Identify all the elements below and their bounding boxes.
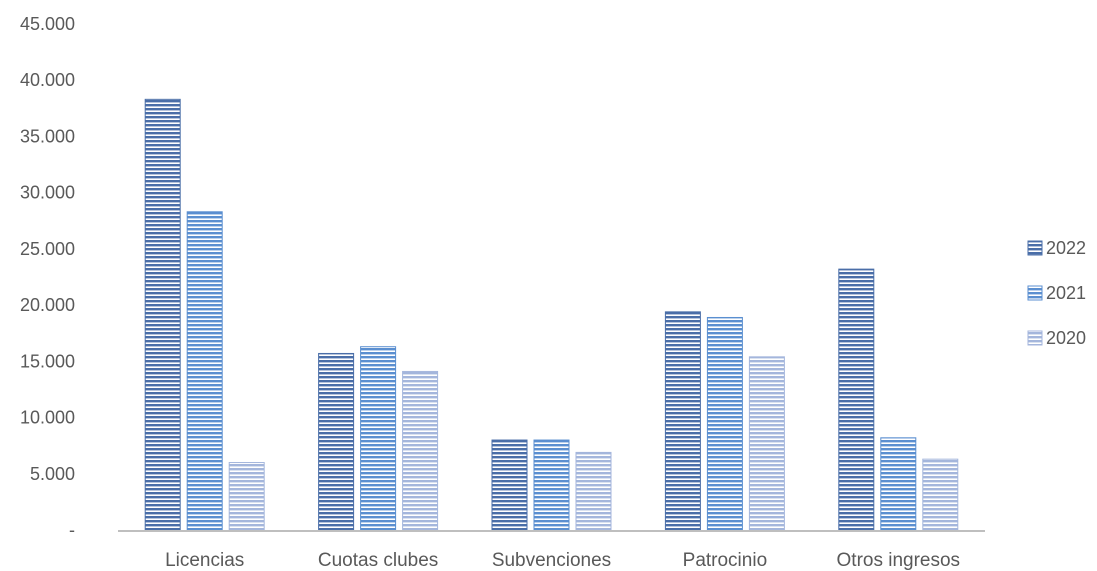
legend-label: 2021 (1046, 283, 1086, 303)
y-tick-label: 45.000 (20, 14, 75, 34)
bars (144, 98, 959, 531)
bar-2022-4 (838, 268, 875, 531)
y-tick-label: 20.000 (20, 295, 75, 315)
bar-2020-4 (922, 458, 959, 531)
bar-2020-2 (575, 451, 612, 531)
y-tick-label: 40.000 (20, 70, 75, 90)
y-tick-label: 30.000 (20, 183, 75, 203)
bar-2021-1 (360, 346, 397, 531)
y-tick-label: 5.000 (30, 464, 75, 484)
y-axis: - 5.000 10.000 15.000 20.000 25.000 30.000 35.0… (20, 14, 75, 540)
x-category-label: Patrocinio (683, 550, 768, 571)
bar-2020-1 (402, 370, 439, 531)
x-category-label: Subvenciones (492, 550, 611, 571)
y-tick-label: 35.000 (20, 126, 75, 146)
bar-2022-0 (144, 98, 181, 531)
y-tick-label: 15.000 (20, 351, 75, 371)
y-tick-label: - (69, 520, 75, 540)
y-tick-label: 25.000 (20, 239, 75, 259)
bar-2022-3 (664, 311, 701, 531)
bar-2022-1 (318, 352, 355, 531)
x-category-label: Licencias (165, 550, 244, 571)
bar-2021-4 (880, 437, 917, 531)
y-tick-label: 10.000 (20, 408, 75, 428)
legend-label: 2022 (1046, 238, 1086, 258)
bar-2020-3 (748, 356, 785, 531)
legend-swatch (1027, 330, 1043, 346)
legend-label: 2020 (1046, 328, 1086, 348)
bar-2020-0 (228, 462, 265, 531)
x-axis: Licencias Cuotas clubes Subvenciones Patroc… (165, 550, 960, 571)
legend-swatch (1027, 240, 1043, 256)
x-category-label: Cuotas clubes (318, 550, 438, 571)
bar-2021-3 (706, 316, 743, 531)
bar-2022-2 (491, 439, 528, 531)
legend: 2022 2021 2020 (1027, 238, 1086, 348)
bar-2021-0 (186, 211, 223, 531)
x-category-label: Otros ingresos (837, 550, 961, 571)
bar-2021-2 (533, 439, 570, 531)
legend-swatch (1027, 285, 1043, 301)
